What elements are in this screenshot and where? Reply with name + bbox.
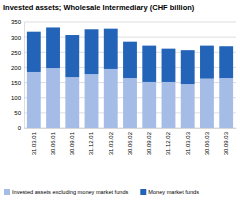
x-tick: 30.06.01 [50,128,56,155]
y-tick: 250 [11,50,24,56]
series [27,27,233,84]
y-tick: 200 [11,65,24,71]
bar [85,74,99,128]
x-tick: 31.03.01 [31,128,37,155]
legend-swatch [4,189,10,195]
x-axis: 31.03.01 30.06.01 30.09.01 31.12.01 31.03.02… [25,128,237,155]
x-tick-label: 30.09.03 [223,131,229,155]
x-axis-line [25,128,237,129]
x-tick: 31.03.03 [185,128,191,155]
legend-label: Money market funds [148,189,199,195]
x-tick: 31.03.02 [108,128,114,155]
y-tick-label: 50 [14,110,21,116]
bar [104,29,118,69]
bar [27,32,41,72]
y-tick: 100 [11,95,24,101]
y-tick: 50 [14,110,24,116]
bar [181,50,195,84]
grid-line [24,22,236,23]
legend-swatch [140,189,146,195]
x-tick-label: 30.06.02 [127,131,133,155]
x-tick-label: 30.06.01 [50,131,56,155]
y-tick-label: 150 [11,80,22,86]
bar [200,79,214,128]
bar [181,84,195,128]
x-tick-label: 31.12.02 [165,131,171,155]
y-tick: 350 [11,19,24,25]
y-tick-label: 0 [18,125,22,131]
y-tick-label: 350 [11,19,22,25]
x-tick-label: 31.03.02 [108,131,114,155]
bar [219,78,233,128]
plot: 0 50 100 150 200 250 300 350 31.03.01 30.06.01 30.… [11,19,237,155]
y-tick-label: 300 [11,35,22,41]
x-tick-label: 30.09.01 [69,131,75,155]
y-axis: 0 50 100 150 200 250 300 350 [11,19,25,131]
x-tick: 30.09.01 [69,128,75,155]
bar [142,82,156,128]
bar [65,35,79,77]
x-tick-label: 31.12.01 [88,131,94,155]
x-tick: 31.12.02 [165,128,171,155]
x-tick: 31.12.01 [88,128,94,155]
bar [123,42,137,78]
x-tick: 30.09.03 [223,128,229,155]
bar [104,69,118,128]
bar [162,49,176,82]
bar [85,29,99,74]
y-tick-label: 100 [11,95,22,101]
legend-item: Invested assets excluding money market f… [4,189,128,195]
y-tick: 0 [18,125,24,131]
x-tick: 30.09.02 [146,128,152,155]
y-tick: 150 [11,80,24,86]
bar [65,77,79,128]
bar [219,46,233,78]
bars [27,27,233,128]
legend-label: Invested assets excluding money market f… [12,189,128,195]
x-tick: 30.06.03 [204,128,210,155]
x-tick-label: 31.03.03 [185,131,191,155]
bar [162,82,176,128]
bar [27,72,41,128]
y-tick-label: 250 [11,50,22,56]
bar [46,68,60,128]
x-tick-label: 30.06.03 [204,131,210,155]
bar [46,27,60,68]
x-tick-label: 31.03.01 [31,131,37,155]
legend: Invested assets excluding money market f… [4,189,199,195]
y-tick: 300 [11,35,24,41]
title: Invested assets; Wholesale Intermediary … [3,3,195,12]
y-tick-label: 200 [11,65,22,71]
chart: Invested assets; Wholesale Intermediary … [0,0,240,208]
bar [142,46,156,82]
x-tick-label: 30.09.02 [146,131,152,155]
grid [24,22,236,128]
x-tick: 30.06.02 [127,128,133,155]
bar [200,46,214,79]
y-axis-line [24,23,25,129]
bar [123,78,137,128]
legend-item: Money market funds [140,189,199,195]
